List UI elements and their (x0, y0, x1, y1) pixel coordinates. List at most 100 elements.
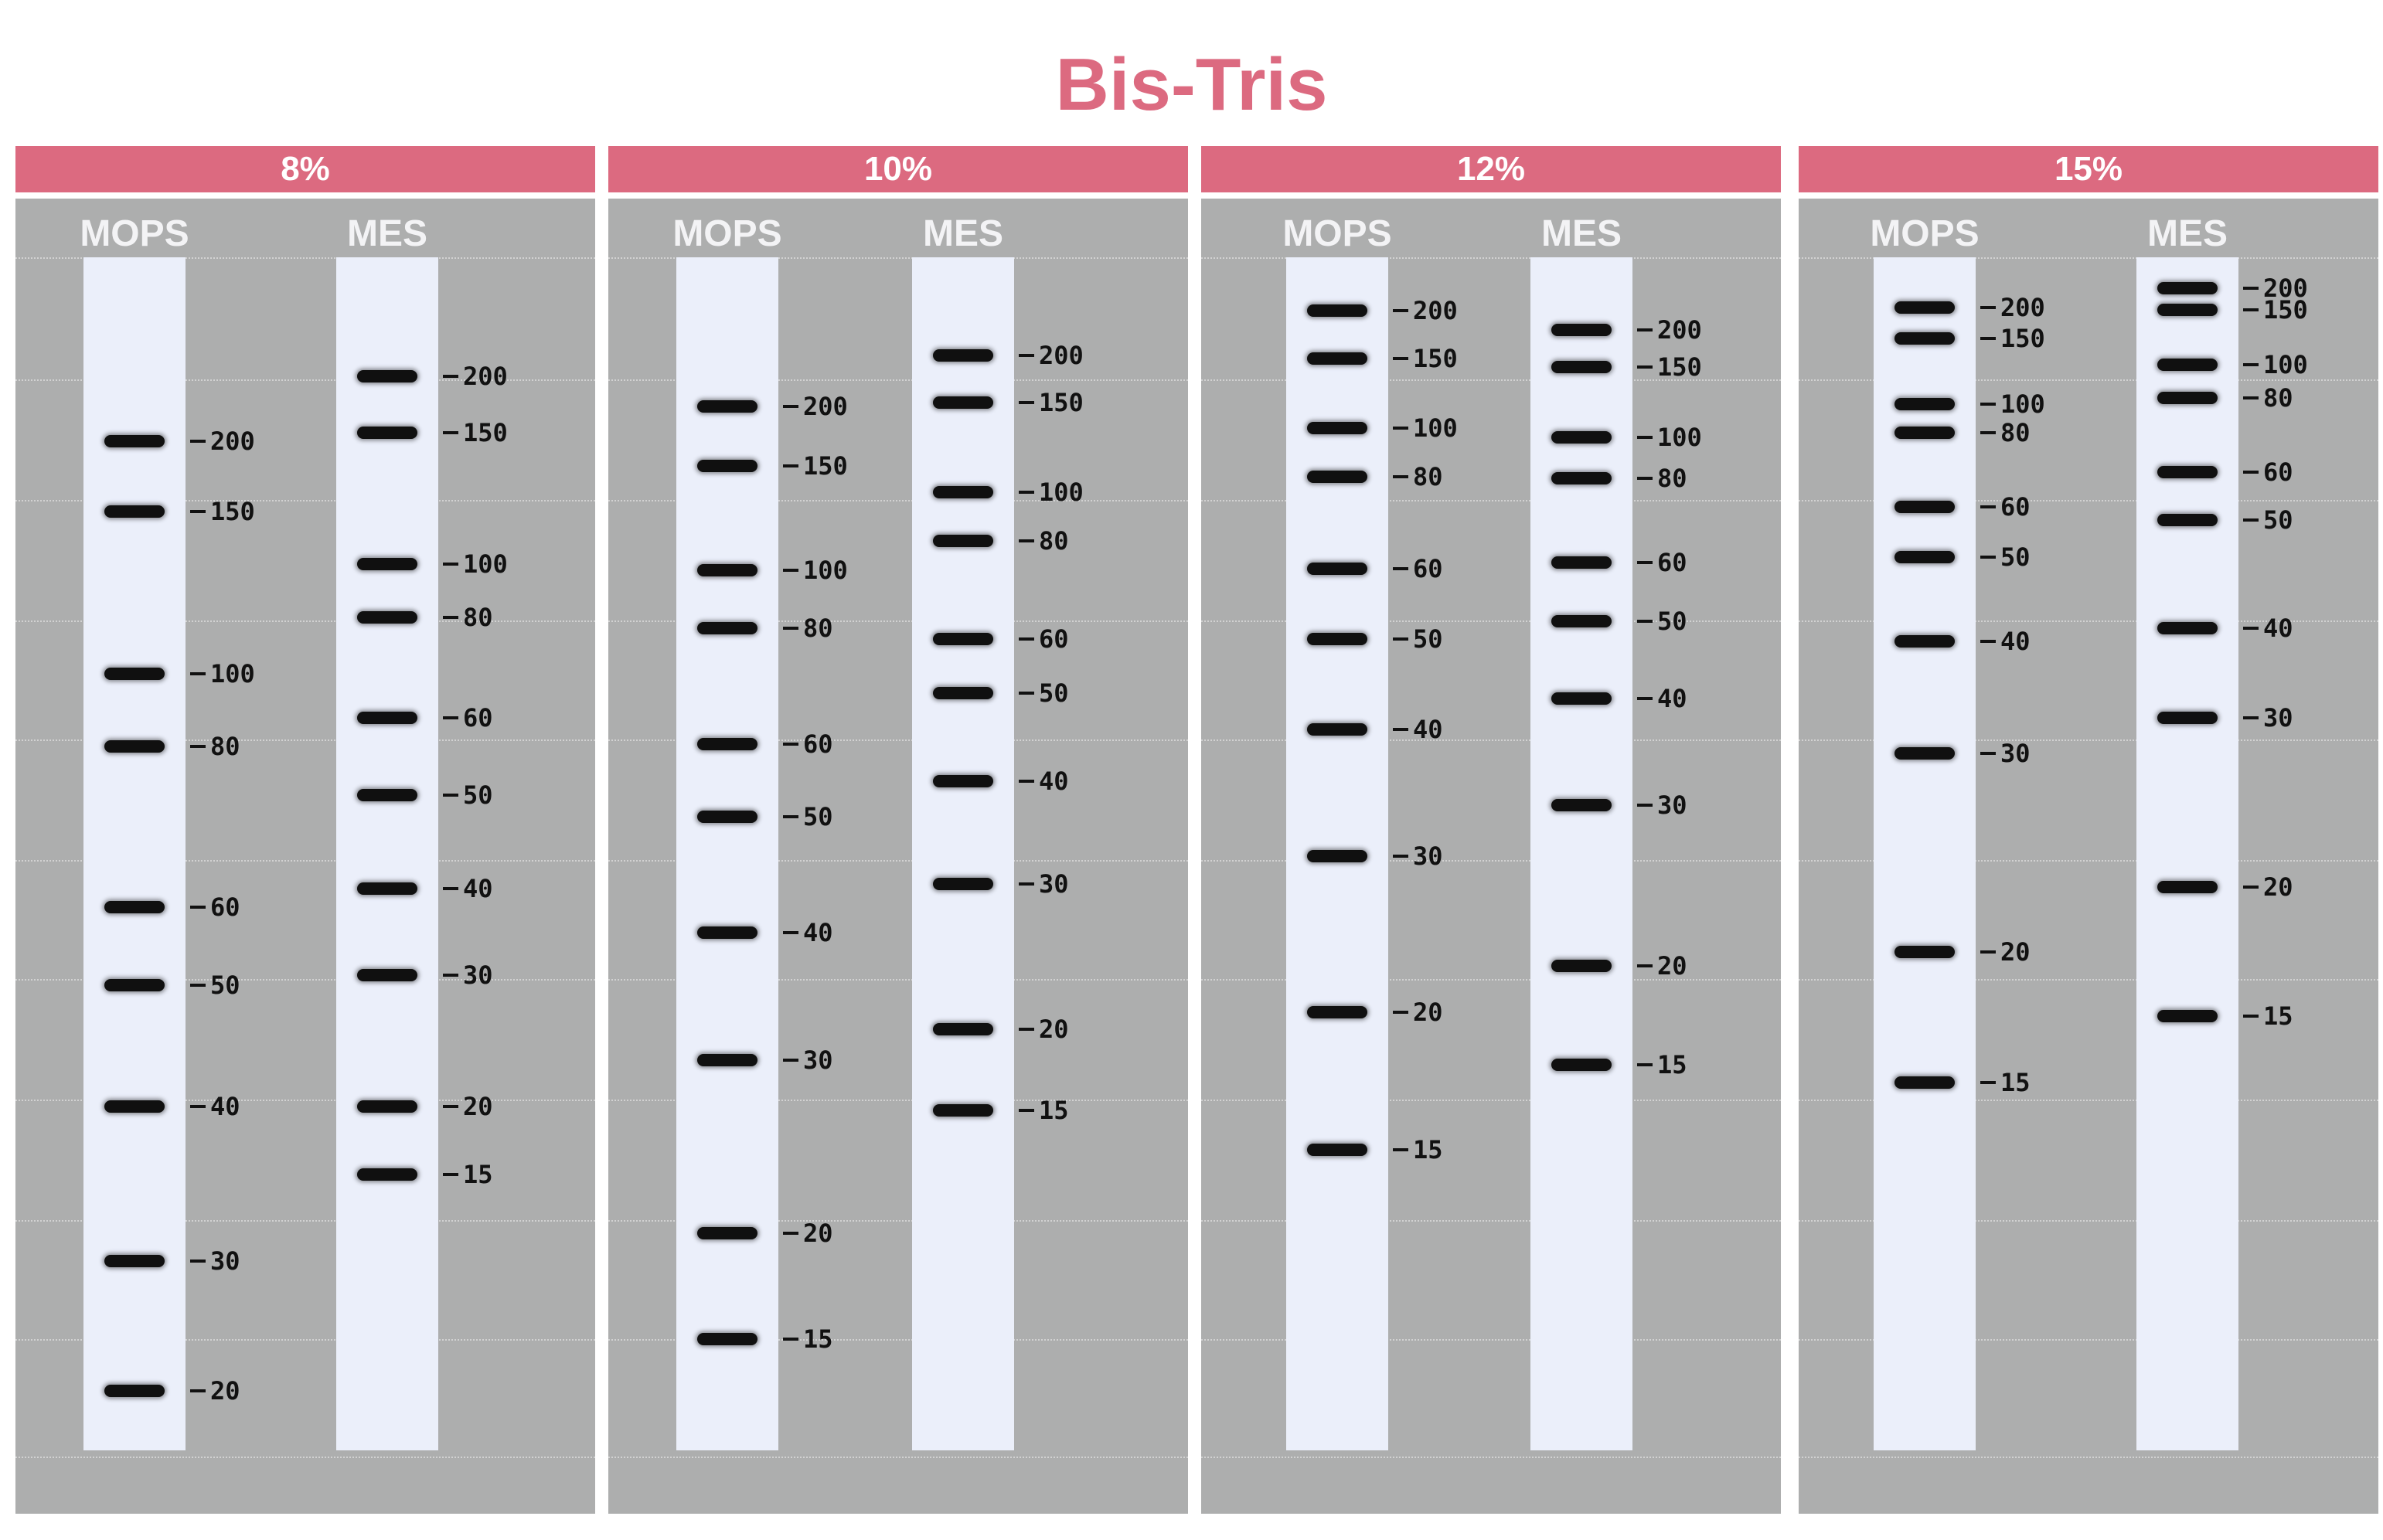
gel-background: MOPS 200 150 100 80 60 50 40 30 20 MES 200 150 100 80 6… (15, 199, 595, 1514)
marker-tick (2243, 470, 2259, 474)
marker-tick (190, 1259, 206, 1263)
molecular-weight-label: 20 (210, 1375, 240, 1406)
marker-tick (443, 1105, 458, 1109)
molecular-weight-label: 100 (210, 658, 255, 688)
marker-tick (1980, 336, 1996, 340)
marker-tick (783, 1059, 798, 1062)
gridline (1799, 1339, 2378, 1341)
lane-label: MOPS (1282, 213, 1392, 254)
marker-tick (190, 439, 206, 443)
gel-lane (1530, 257, 1632, 1450)
marker-tick (1019, 353, 1034, 357)
protein-band (2157, 881, 2218, 894)
gridline (1799, 620, 2378, 622)
gridline (608, 1220, 1188, 1222)
protein-band (104, 740, 165, 753)
gridline (15, 739, 595, 741)
molecular-weight-label: 30 (1413, 841, 1443, 872)
marker-tick (2243, 287, 2259, 291)
marker-tick (1393, 637, 1408, 641)
molecular-weight-label: 20 (1657, 951, 1687, 981)
marker-tick (1393, 855, 1408, 858)
marker-tick (1393, 728, 1408, 732)
marker-tick (190, 1105, 206, 1109)
gridline (608, 1100, 1188, 1101)
panel-header: 10% (608, 146, 1188, 192)
molecular-weight-label: 50 (1039, 678, 1069, 708)
marker-tick (1637, 476, 1653, 480)
marker-tick (1980, 752, 1996, 756)
marker-tick (2243, 1014, 2259, 1018)
gridline (15, 1220, 595, 1222)
molecular-weight-label: 80 (803, 614, 833, 644)
marker-tick (1393, 475, 1408, 479)
marker-tick (1637, 365, 1653, 369)
molecular-weight-label: 50 (463, 780, 493, 811)
marker-tick (1637, 1063, 1653, 1067)
marker-tick (1980, 640, 1996, 644)
protein-band (357, 1100, 417, 1113)
molecular-weight-label: 60 (210, 892, 240, 923)
molecular-weight-label: 200 (1413, 296, 1458, 326)
molecular-weight-label: 60 (1413, 553, 1443, 583)
protein-band (104, 434, 165, 447)
protein-band (697, 400, 757, 413)
gridline (15, 257, 595, 259)
marker-tick (783, 1338, 798, 1341)
protein-band (1894, 500, 1955, 513)
protein-band (1551, 692, 1612, 705)
marker-tick (1019, 637, 1034, 641)
protein-band (357, 1168, 417, 1181)
protein-band (104, 667, 165, 680)
protein-band (697, 737, 757, 750)
panel-header: 12% (1201, 146, 1781, 192)
molecular-weight-label: 20 (463, 1092, 493, 1122)
gridline (608, 620, 1188, 622)
molecular-weight-label: 30 (803, 1045, 833, 1076)
gel-lane (912, 257, 1014, 1450)
molecular-weight-label: 20 (2263, 872, 2293, 903)
marker-tick (2243, 716, 2259, 719)
gridline (1201, 1339, 1781, 1341)
panel-header: 8% (15, 146, 595, 192)
molecular-weight-label: 150 (1413, 344, 1458, 374)
protein-band (1551, 1059, 1612, 1072)
protein-band (1551, 798, 1612, 811)
marker-tick (1393, 309, 1408, 313)
marker-tick (1393, 1147, 1408, 1151)
gridline (15, 620, 595, 622)
protein-band (357, 882, 417, 895)
gridline (608, 500, 1188, 501)
molecular-weight-label: 80 (1039, 526, 1069, 556)
protein-band (2157, 1009, 2218, 1022)
molecular-weight-label: 80 (1413, 462, 1443, 492)
gridline (608, 979, 1188, 981)
marker-tick (1019, 1027, 1034, 1031)
protein-band (1551, 556, 1612, 569)
molecular-weight-label: 200 (2000, 292, 2045, 322)
gridline (1201, 620, 1781, 622)
gel-lane (336, 257, 438, 1450)
gel-background: MOPS 200 150 100 80 60 50 40 30 20 15 MES 200 150 100 8… (1201, 199, 1781, 1514)
lane-label: MES (346, 213, 427, 254)
marker-tick (1980, 305, 1996, 309)
gridline (1201, 500, 1781, 501)
molecular-weight-label: 30 (2000, 739, 2031, 769)
protein-band (1307, 352, 1367, 365)
molecular-weight-label: 50 (803, 802, 833, 832)
molecular-weight-label: 20 (1039, 1014, 1069, 1044)
marker-tick (1980, 505, 1996, 508)
gridline (1799, 379, 2378, 381)
molecular-weight-label: 60 (803, 729, 833, 759)
gridline (1201, 739, 1781, 741)
marker-tick (443, 430, 458, 434)
marker-tick (190, 1389, 206, 1392)
molecular-weight-label: 30 (463, 960, 493, 991)
molecular-weight-label: 60 (1039, 624, 1069, 654)
gel-lane (1874, 257, 1976, 1450)
molecular-weight-label: 15 (1657, 1050, 1687, 1080)
protein-band (357, 426, 417, 439)
protein-band (1894, 550, 1955, 563)
protein-band (697, 811, 757, 824)
protein-band (1551, 324, 1612, 337)
